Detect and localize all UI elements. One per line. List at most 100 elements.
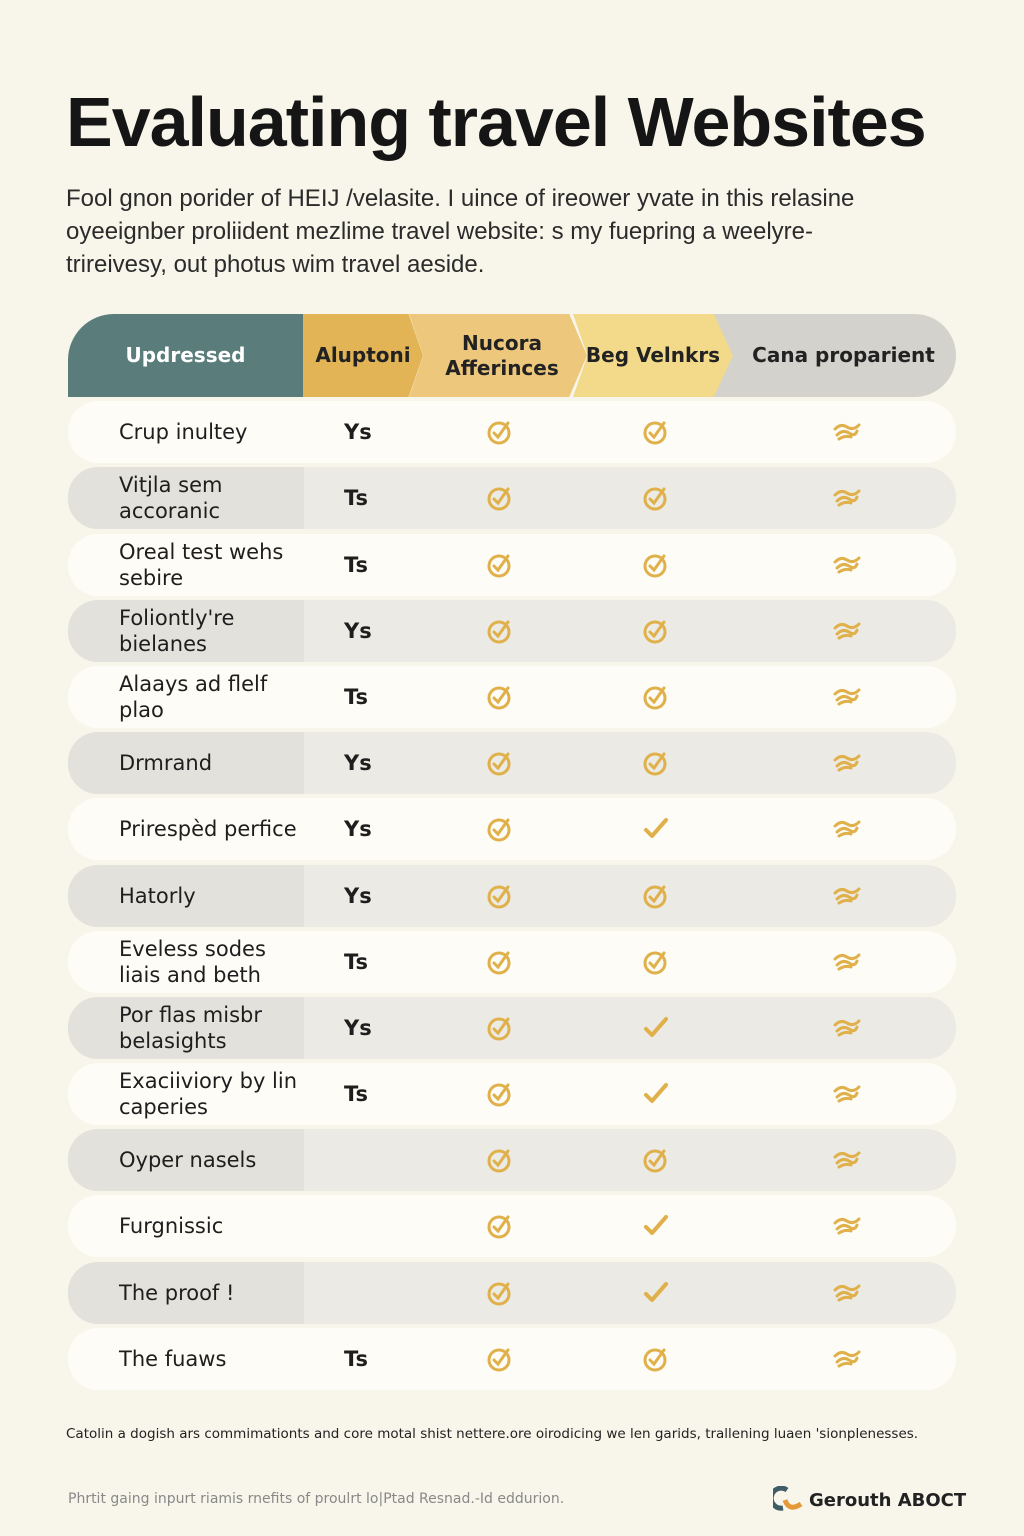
table-row: Drmrand Ys xyxy=(68,732,956,795)
row-value: Ts xyxy=(344,552,369,577)
check-circle-icon xyxy=(485,550,515,580)
brand-name: Gerouth ABOCT xyxy=(809,1489,967,1511)
check-circle-icon xyxy=(485,881,515,911)
check-circle-icon xyxy=(485,682,515,712)
check-circle-icon xyxy=(641,1344,671,1374)
row-label: Exaciiviory by lin caperies xyxy=(119,1069,298,1120)
row-label: Drmrand xyxy=(68,732,304,795)
column-header: Beg Velnkrs xyxy=(573,314,733,397)
table-row: Prirespèd perfice Ys xyxy=(68,798,956,861)
table-row: Oyper nasels xyxy=(68,1129,956,1192)
wave-icon xyxy=(831,1211,861,1241)
wave-icon xyxy=(831,417,861,447)
check-icon xyxy=(641,1079,671,1109)
check-circle-icon xyxy=(641,1145,671,1175)
wave-icon xyxy=(831,682,861,712)
row-label: Foliontly're bielanes xyxy=(68,599,304,662)
wave-icon xyxy=(831,947,861,977)
table-row: The fuaws Ts xyxy=(68,1327,956,1390)
wave-icon xyxy=(831,881,861,911)
row-value: Ys xyxy=(344,883,372,908)
comparison-table: Updressed Aluptoni Nucora Afferinces Beg… xyxy=(68,314,956,1390)
wave-icon xyxy=(831,748,861,778)
check-circle-icon xyxy=(485,616,515,646)
table-row: Crup inultey Ys xyxy=(68,401,956,464)
footnote: Catolin a dogish ars commimationts and c… xyxy=(66,1426,919,1442)
check-circle-icon xyxy=(485,417,515,447)
row-label: Oreal test wehs sebire xyxy=(119,539,284,590)
row-value: Ts xyxy=(344,684,369,709)
check-circle-icon xyxy=(641,682,671,712)
table-row: Alaays ad flelf plao Ts xyxy=(68,665,956,728)
check-circle-icon xyxy=(485,1211,515,1241)
check-circle-icon xyxy=(641,881,671,911)
table-row: Por flas misbr belasights Ys xyxy=(68,996,956,1059)
check-circle-icon xyxy=(485,1344,515,1374)
table-row: Eveless sodes liais and beth Ts xyxy=(68,930,956,993)
table-row: Furgnissic xyxy=(68,1195,956,1258)
row-label: Hatorly xyxy=(68,864,304,927)
check-icon xyxy=(641,1211,671,1241)
check-circle-icon xyxy=(641,417,671,447)
row-label: Prirespèd perfice xyxy=(119,817,297,842)
column-header: Cana proparient xyxy=(711,314,956,397)
wave-icon xyxy=(831,1013,861,1043)
row-value: Ys xyxy=(344,420,372,445)
check-icon xyxy=(641,1278,671,1308)
wave-icon xyxy=(831,550,861,580)
wave-icon xyxy=(831,1344,861,1374)
check-circle-icon xyxy=(641,748,671,778)
row-label: Vitjla sem accoranic xyxy=(68,467,304,530)
row-value: Ts xyxy=(344,1346,369,1371)
row-value: Ts xyxy=(344,486,369,511)
wave-icon xyxy=(831,616,861,646)
table-row: Oreal test wehs sebire Ts xyxy=(68,533,956,596)
row-value: Ys xyxy=(344,751,372,776)
check-circle-icon xyxy=(641,550,671,580)
page-title: Evaluating travel Websites xyxy=(66,83,927,161)
check-circle-icon xyxy=(485,1145,515,1175)
check-icon xyxy=(641,814,671,844)
brand-logo: Gerouth ABOCT xyxy=(773,1486,966,1514)
row-value: Ts xyxy=(344,1082,369,1107)
check-circle-icon xyxy=(485,1079,515,1109)
check-circle-icon xyxy=(485,1013,515,1043)
check-circle-icon xyxy=(641,947,671,977)
wave-icon xyxy=(831,1145,861,1175)
check-circle-icon xyxy=(485,748,515,778)
table-row: The proof ! xyxy=(68,1261,956,1324)
row-value: Ts xyxy=(344,949,369,974)
table-header: Updressed Aluptoni Nucora Afferinces Beg… xyxy=(68,314,956,397)
table-row: Exaciiviory by lin caperies Ts xyxy=(68,1063,956,1126)
wave-icon xyxy=(831,814,861,844)
row-label: Por flas misbr belasights xyxy=(68,996,304,1059)
column-header: Aluptoni xyxy=(303,314,423,397)
row-label: The proof ! xyxy=(68,1261,304,1324)
column-header: Updressed xyxy=(68,314,303,397)
row-label: The fuaws xyxy=(119,1346,227,1371)
column-header: Nucora Afferinces xyxy=(409,314,587,397)
check-circle-icon xyxy=(641,483,671,513)
footer-text: Phrtit gaing inpurt riamis rnefits of pr… xyxy=(68,1491,565,1507)
table-row: Hatorly Ys xyxy=(68,864,956,927)
table-row: Foliontly're bielanes Ys xyxy=(68,599,956,662)
check-circle-icon xyxy=(485,814,515,844)
table-row: Vitjla sem accoranic Ts xyxy=(68,467,956,530)
row-label: Furgnissic xyxy=(119,1214,224,1239)
row-label: Eveless sodes liais and beth xyxy=(119,936,266,987)
wave-icon xyxy=(831,483,861,513)
row-value: Ys xyxy=(344,817,372,842)
row-label: Oyper nasels xyxy=(68,1129,304,1192)
row-value: Ys xyxy=(344,1015,372,1040)
check-circle-icon xyxy=(641,616,671,646)
brand-icon xyxy=(773,1486,803,1511)
row-label: Alaays ad flelf plao xyxy=(119,671,268,722)
row-label: Crup inultey xyxy=(119,420,248,445)
check-icon xyxy=(641,1013,671,1043)
wave-icon xyxy=(831,1079,861,1109)
intro-text: Fool gnon porider of HEIJ /velasite. I u… xyxy=(66,185,855,278)
check-circle-icon xyxy=(485,1278,515,1308)
check-circle-icon xyxy=(485,483,515,513)
wave-icon xyxy=(831,1278,861,1308)
row-value: Ys xyxy=(344,618,372,643)
